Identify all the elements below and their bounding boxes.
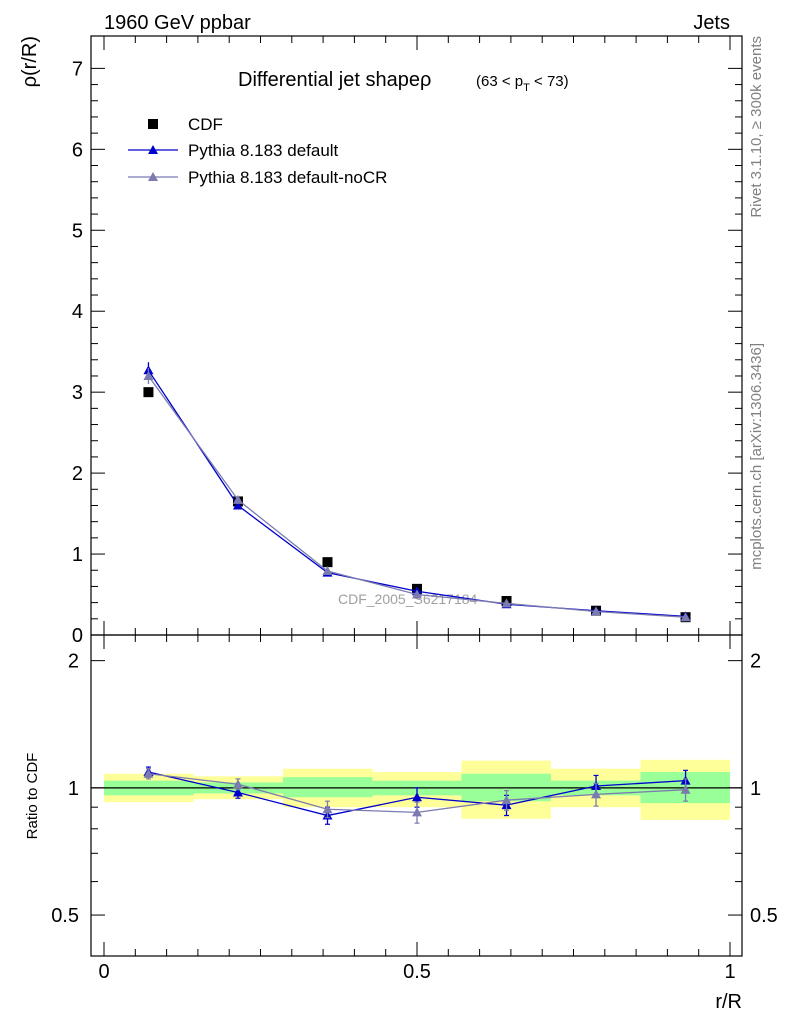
- ratio-point: [322, 804, 333, 814]
- ratio-point: [232, 779, 243, 789]
- y-tick-label: 1: [72, 544, 83, 566]
- legend-entry: CDF: [148, 115, 223, 134]
- axes-group: 0 1 2 3 4 5 6 7 0 0.5 1 0.5 0.5 1 1 2 2: [51, 35, 778, 983]
- ratio-band-inner: [283, 777, 373, 798]
- legend-marker: [148, 172, 158, 181]
- legend-entry: Pythia 8.183 default-noCR: [128, 168, 387, 187]
- x-tick-label: 0.5: [403, 961, 431, 983]
- ratio-y-axis-label: Ratio to CDF: [24, 753, 41, 840]
- series-pythia-8-183-default: [143, 362, 691, 621]
- y-tick-label: 3: [72, 382, 83, 404]
- title-range-b: < 73): [530, 73, 569, 90]
- main-y-axis-label: ρ(r/R): [19, 36, 41, 87]
- data-point: [322, 557, 333, 568]
- y-tick-label: 0: [72, 625, 83, 647]
- x-axis-label: r/R: [715, 991, 742, 1013]
- header-right-label: Jets: [693, 12, 730, 34]
- ratio-point: [143, 768, 154, 778]
- series-line: [147, 375, 686, 618]
- ratio-point: [412, 792, 422, 802]
- title-range-sub: T: [523, 82, 530, 94]
- legend-label: Pythia 8.183 default: [188, 141, 339, 160]
- data-point: [322, 566, 333, 576]
- ratio-point: [501, 795, 512, 805]
- x-tick-label: 1: [724, 961, 735, 983]
- data-point: [232, 494, 243, 504]
- series-line: [147, 369, 686, 618]
- ratio-series-group: [143, 766, 691, 825]
- data-point: [232, 500, 243, 510]
- ratio-y-tick-label-right: 1: [750, 778, 761, 800]
- mcplots-label: mcplots.cern.ch [arXiv:1306.3436]: [748, 343, 765, 570]
- data-point: [143, 370, 154, 380]
- y-tick-label: 7: [72, 58, 83, 80]
- legend: CDF Pythia 8.183 default Pythia 8.183 defa…: [128, 115, 387, 187]
- data-point: [680, 612, 691, 622]
- legend-marker: [148, 119, 158, 129]
- ratio-y-tick-label: 2: [68, 651, 79, 673]
- data-point: [412, 589, 422, 599]
- title-range-a: (63 < p: [476, 73, 523, 90]
- legend-label: Pythia 8.183 default-noCR: [188, 168, 387, 187]
- ratio-point: [680, 784, 691, 794]
- ratio-y-tick-label-right: 2: [750, 651, 761, 673]
- data-point: [501, 598, 512, 608]
- ratio-point: [232, 787, 243, 797]
- rivet-label: Rivet 3.1.10, ≥ 300k events: [748, 36, 765, 218]
- ratio-point: [591, 789, 602, 799]
- main-title-range: (63 < pT < 73): [476, 73, 569, 94]
- y-tick-label: 6: [72, 139, 83, 161]
- legend-marker: [148, 145, 158, 154]
- ratio-y-tick-label: 0.5: [51, 905, 79, 927]
- ratio-point: [412, 807, 422, 817]
- ratio-series-pythia-8-183-default-nocr: [143, 768, 691, 824]
- y-tick-label: 2: [72, 463, 83, 485]
- data-point: [143, 387, 154, 398]
- data-point: [591, 606, 602, 616]
- y-tick-label: 4: [72, 301, 83, 323]
- main-series-group: [143, 362, 691, 623]
- main-title: Differential jet shapeρ: [238, 69, 431, 91]
- legend-label: CDF: [188, 115, 223, 134]
- y-tick-label: 5: [72, 220, 83, 242]
- header-left-label: 1960 GeV ppbar: [104, 12, 251, 34]
- ratio-y-tick-label-right: 0.5: [750, 905, 778, 927]
- x-tick-label: 0: [98, 961, 109, 983]
- legend-entry: Pythia 8.183 default: [128, 141, 339, 160]
- series-pythia-8-183-default-nocr: [143, 367, 691, 622]
- ratio-y-tick-label: 1: [68, 778, 79, 800]
